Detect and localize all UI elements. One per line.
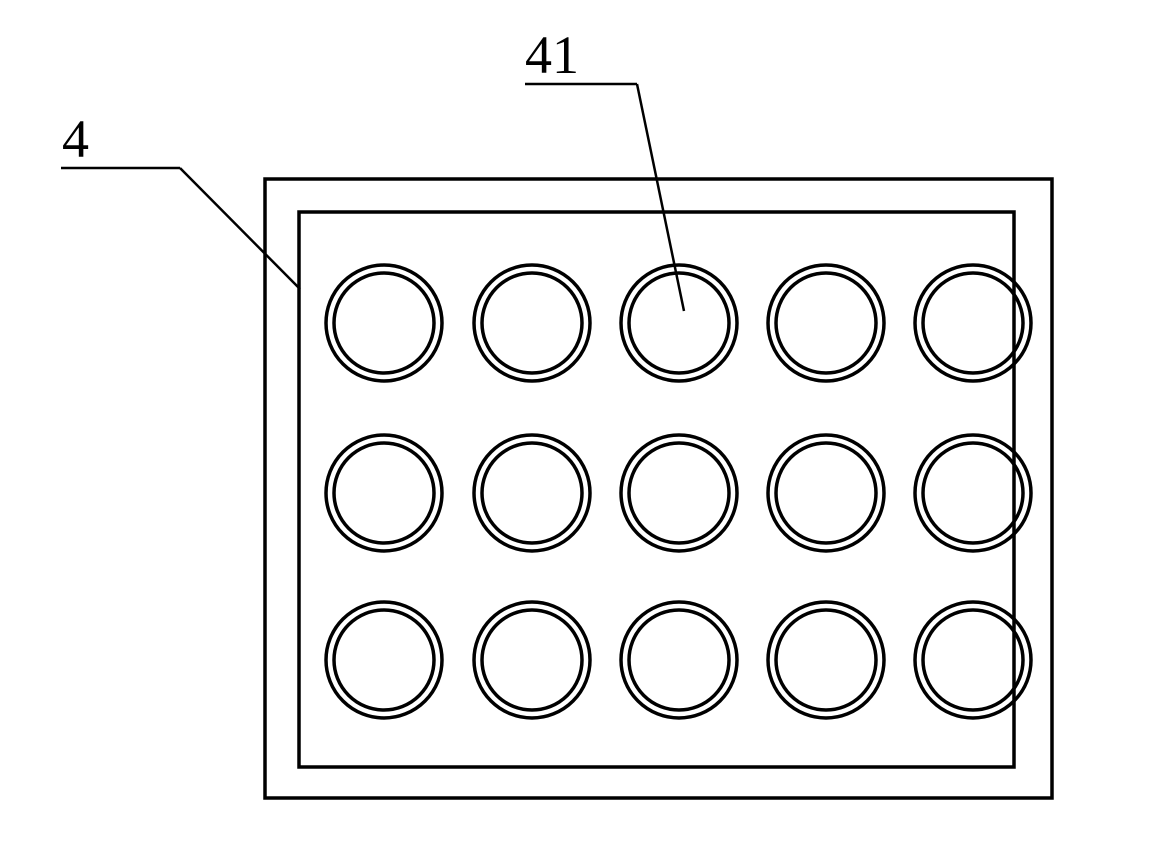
hole-inner-circle	[776, 610, 876, 710]
hole-cell	[768, 602, 884, 718]
hole-inner-circle	[923, 273, 1023, 373]
hole-inner-circle	[923, 443, 1023, 543]
hole-cell	[474, 265, 590, 381]
hole-inner-circle	[334, 273, 434, 373]
hole-outer-circle	[768, 602, 884, 718]
hole-inner-circle	[776, 273, 876, 373]
hole-outer-circle	[326, 265, 442, 381]
hole-outer-circle	[474, 435, 590, 551]
hole-cell	[621, 602, 737, 718]
hole-inner-circle	[482, 273, 582, 373]
hole-inner-circle	[482, 443, 582, 543]
hole-outer-circle	[621, 435, 737, 551]
hole-inner-circle	[334, 610, 434, 710]
ref-label-41: 41	[525, 24, 579, 86]
hole-inner-circle	[482, 610, 582, 710]
hole-outer-circle	[768, 265, 884, 381]
leader-line-4	[180, 168, 300, 289]
hole-outer-circle	[326, 602, 442, 718]
hole-inner-circle	[629, 443, 729, 543]
hole-outer-circle	[474, 265, 590, 381]
hole-cell	[474, 435, 590, 551]
diagram-svg	[0, 0, 1158, 863]
hole-cell	[326, 602, 442, 718]
hole-cell	[621, 435, 737, 551]
hole-inner-circle	[923, 610, 1023, 710]
hole-inner-circle	[629, 610, 729, 710]
hole-inner-circle	[776, 443, 876, 543]
ref-label-4: 4	[62, 108, 89, 170]
hole-outer-circle	[326, 435, 442, 551]
hole-cell	[474, 602, 590, 718]
hole-outer-circle	[621, 602, 737, 718]
hole-cell	[326, 265, 442, 381]
hole-outer-circle	[474, 602, 590, 718]
hole-cell	[768, 435, 884, 551]
hole-cell	[768, 265, 884, 381]
inner-frame	[299, 212, 1014, 767]
diagram-canvas: 4 41	[0, 0, 1158, 863]
hole-inner-circle	[334, 443, 434, 543]
hole-outer-circle	[768, 435, 884, 551]
hole-cell	[326, 435, 442, 551]
